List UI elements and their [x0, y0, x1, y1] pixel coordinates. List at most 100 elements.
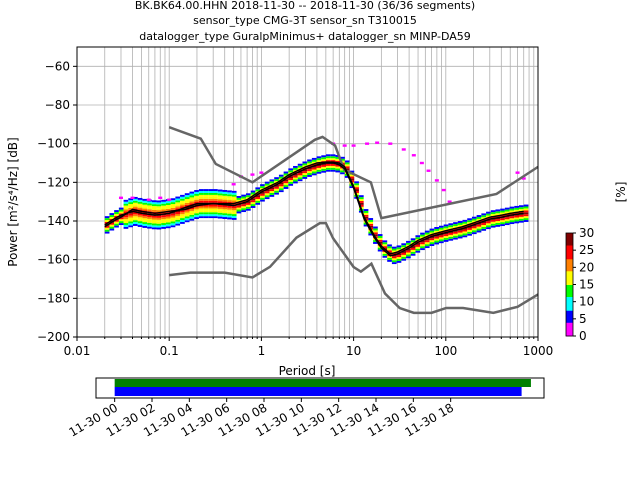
heatmap-cell — [184, 199, 190, 201]
heatmap-cell — [128, 225, 133, 228]
heatmap-cell — [420, 242, 425, 245]
heatmap-cell — [486, 221, 491, 224]
colorbar-segment — [566, 310, 573, 313]
x-tick-label: 0.1 — [160, 344, 179, 358]
heatmap-cell — [118, 217, 124, 220]
heatmap-cell — [161, 217, 166, 220]
heatmap-cell — [509, 216, 515, 219]
heatmap-cell — [391, 250, 397, 253]
heatmap-cell — [194, 193, 199, 196]
colorbar-segment — [566, 267, 573, 270]
heatmap-cell — [401, 251, 407, 253]
heatmap-cell — [462, 233, 468, 236]
heatmap-cell — [260, 199, 265, 202]
heatmap-cell — [269, 179, 275, 182]
heatmap-cell — [500, 222, 505, 225]
heatmap-cell — [222, 199, 228, 202]
heatmap-cell — [302, 176, 308, 179]
heatmap-cell — [490, 225, 496, 228]
heatmap-cell — [321, 157, 327, 160]
heatmap-cell — [481, 228, 487, 231]
heatmap-cell — [151, 209, 157, 212]
heatmap-cell — [175, 215, 181, 218]
heatmap-cell — [443, 236, 449, 239]
heatmap-cell — [137, 221, 143, 224]
heatmap-cell — [424, 238, 430, 241]
heatmap-cell — [175, 198, 181, 201]
heatmap-cell — [514, 209, 520, 212]
outlier-cell — [434, 179, 439, 182]
heatmap-cell — [321, 170, 327, 173]
heatmap-cell — [490, 210, 496, 213]
heatmap-cell — [161, 215, 166, 218]
heatmap-cell — [165, 203, 171, 206]
heatmap-cell — [377, 241, 383, 244]
heatmap-cell — [349, 178, 355, 181]
outlier-cell — [426, 169, 431, 172]
heatmap-cell — [189, 191, 195, 194]
heatmap-cell — [137, 219, 143, 222]
colorbar-segment — [566, 299, 573, 303]
heatmap-cell — [523, 210, 529, 213]
heatmap-cell — [213, 192, 218, 195]
heatmap-cell — [132, 196, 138, 199]
heatmap-cell — [180, 218, 185, 221]
heatmap-cell — [462, 223, 468, 226]
heatmap-cell — [382, 253, 388, 256]
colorbar-segment — [566, 257, 573, 260]
heatmap-cell — [156, 204, 162, 207]
heatmap-cell — [114, 219, 119, 222]
heatmap-cell — [109, 228, 115, 231]
heatmap-cell — [481, 213, 487, 216]
heatmap-cell — [213, 212, 218, 215]
heatmap-cell — [180, 210, 185, 213]
heatmap-cell — [250, 202, 256, 205]
heatmap-cell — [118, 221, 124, 224]
y-tick-label: −80 — [45, 98, 70, 112]
heatmap-cell — [132, 204, 138, 207]
heatmap-cell — [448, 223, 454, 226]
heatmap-cell — [147, 201, 152, 204]
heatmap-cell — [142, 200, 148, 203]
heatmap-cell — [335, 166, 341, 169]
heatmap-cell — [170, 225, 176, 228]
heatmap-cell — [448, 225, 454, 228]
colorbar-segment — [566, 327, 573, 330]
heatmap-cell — [123, 199, 129, 202]
heatmap-cell — [264, 197, 270, 200]
heatmap-cell — [222, 201, 228, 204]
heatmap-cell — [194, 217, 199, 220]
heatmap-cell — [476, 226, 482, 229]
heatmap-cell — [438, 237, 444, 240]
heatmap-cell — [302, 165, 308, 168]
heatmap-cell — [453, 222, 458, 225]
heatmap-cell — [471, 222, 477, 225]
heatmap-cell — [269, 181, 275, 184]
heatmap-cell — [509, 206, 515, 209]
heatmap-cell — [147, 222, 152, 225]
heatmap-cell — [448, 236, 454, 239]
heatmap-cell — [401, 243, 407, 246]
colorbar-segment — [566, 248, 573, 251]
heatmap-cell — [274, 181, 279, 183]
heatmap-cell — [401, 252, 407, 255]
heatmap-cell — [429, 234, 435, 237]
heatmap-cell — [382, 244, 388, 247]
heatmap-cell — [401, 256, 407, 259]
heatmap-cell — [203, 198, 209, 201]
heatmap-cell — [321, 166, 327, 169]
heatmap-cell — [387, 259, 392, 262]
heatmap-cell — [410, 253, 416, 256]
heatmap-cell — [255, 195, 261, 198]
heatmap-cell — [424, 232, 430, 235]
heatmap-cell — [429, 244, 435, 247]
heatmap-cell — [420, 244, 425, 247]
heatmap-cell — [415, 250, 421, 253]
colorbar-segment — [566, 287, 573, 291]
heatmap-cell — [434, 230, 439, 233]
heatmap-cell — [156, 215, 162, 218]
heatmap-cell — [264, 193, 270, 196]
heatmap-cell — [231, 208, 237, 211]
heatmap-cell — [307, 171, 312, 174]
heatmap-cell — [391, 258, 397, 261]
